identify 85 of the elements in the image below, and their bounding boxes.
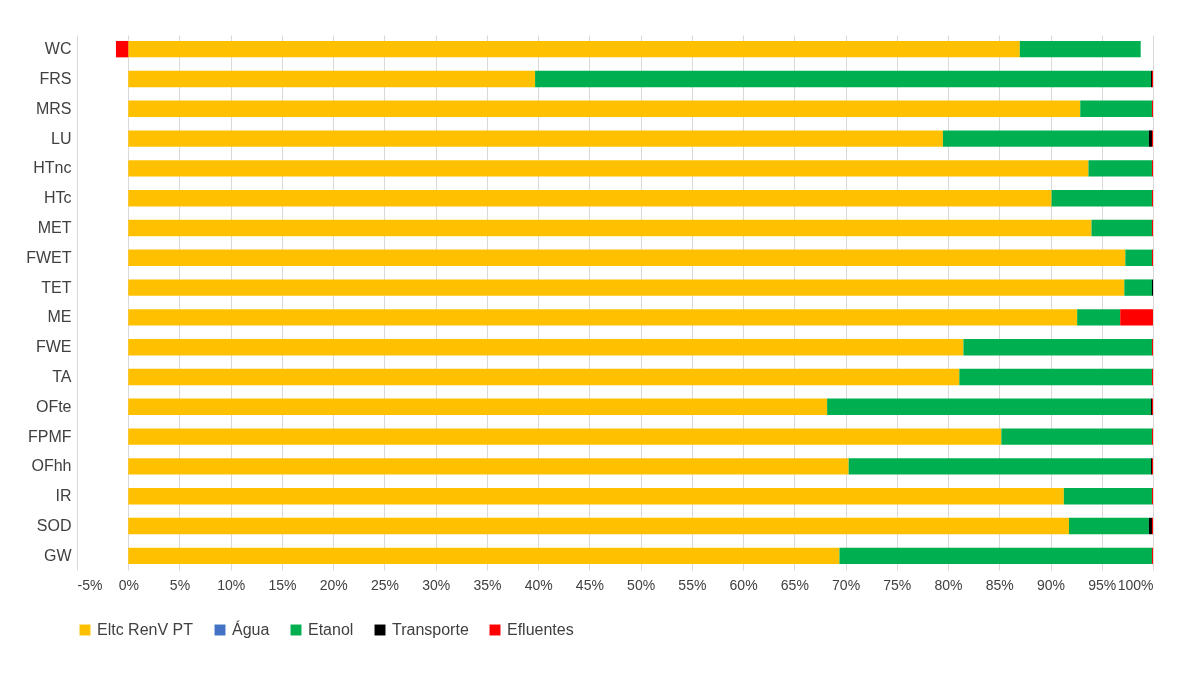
bar <box>1124 279 1152 296</box>
x-tick-label: 65% <box>780 576 809 593</box>
bar <box>1091 219 1152 237</box>
bar <box>128 339 964 356</box>
x-tick-label: 15% <box>268 576 297 593</box>
x-tick-label: 30% <box>422 576 451 593</box>
x-tick-label: 80% <box>934 576 963 593</box>
x-tick-label: 35% <box>473 576 502 593</box>
bar <box>128 517 1069 535</box>
bar <box>128 458 849 475</box>
y-tick-label: OFhh <box>31 457 72 475</box>
x-tick-label: 50% <box>627 576 656 593</box>
bar <box>128 219 1092 237</box>
y-tick-label: IR <box>55 487 72 505</box>
bar <box>128 547 840 565</box>
y-tick-label: GW <box>43 546 73 564</box>
y-tick-label: TET <box>41 278 72 296</box>
legend-label: Eltc RenV PT <box>97 621 194 638</box>
x-tick-label: 5% <box>169 576 191 593</box>
bar <box>128 130 943 147</box>
x-tick-label: 40% <box>524 576 553 593</box>
bar <box>839 547 1152 565</box>
bar <box>128 100 1081 117</box>
x-tick-label: 85% <box>985 576 1014 593</box>
y-tick-label: WC <box>44 40 72 58</box>
bar <box>1019 40 1141 58</box>
bar <box>1077 309 1121 326</box>
bar <box>128 249 1126 266</box>
x-tick-label: 45% <box>575 576 604 593</box>
y-tick-label: OFte <box>35 397 72 415</box>
y-tick-label: FWET <box>26 248 72 266</box>
y-tick-label: FPMF <box>27 427 72 445</box>
y-tick-label: FWE <box>35 338 72 356</box>
bar <box>128 70 536 88</box>
y-tick-label: MRS <box>35 99 72 117</box>
x-tick-label: 20% <box>319 576 348 593</box>
x-tick-label: 60% <box>729 576 758 593</box>
bar <box>128 428 1002 445</box>
legend-label: Efluentes <box>507 621 574 638</box>
y-tick-label: SOD <box>36 517 72 535</box>
y-tick-label: HTc <box>43 189 72 207</box>
bar <box>128 189 1052 207</box>
bar <box>1001 428 1152 445</box>
bar <box>827 398 1151 416</box>
legend-label: Etanol <box>308 621 354 638</box>
x-tick-label: 25% <box>370 576 399 593</box>
x-tick-label: 70% <box>832 576 861 593</box>
y-tick-label: LU <box>51 129 72 147</box>
bar <box>848 458 1151 475</box>
y-tick-label: HTnc <box>33 159 72 177</box>
bar <box>128 160 1089 177</box>
y-tick-label: TA <box>52 368 72 386</box>
x-tick-label: -5% <box>77 576 103 593</box>
y-tick-label: FRS <box>39 69 72 87</box>
bar <box>115 40 129 58</box>
bar <box>1125 249 1152 266</box>
bar <box>1120 309 1153 326</box>
x-tick-label: 90% <box>1037 576 1066 593</box>
bar <box>1080 100 1152 117</box>
x-tick-label: 100% <box>1117 576 1154 593</box>
x-tick-label: 75% <box>883 576 912 593</box>
bar <box>1051 189 1152 207</box>
bar <box>128 279 1125 296</box>
bar <box>128 398 828 416</box>
y-tick-label: MET <box>37 218 72 236</box>
bar <box>128 309 1078 326</box>
bar <box>535 70 1151 88</box>
bar <box>128 488 1064 505</box>
x-tick-label: 10% <box>217 576 246 593</box>
legend-label: Transporte <box>392 621 469 638</box>
bar <box>942 130 1149 147</box>
bar <box>128 368 960 386</box>
bar <box>1063 488 1152 505</box>
x-tick-label: 95% <box>1088 576 1117 593</box>
y-tick-label: ME <box>47 308 72 326</box>
bar <box>1068 517 1149 535</box>
bar <box>128 40 1020 58</box>
x-tick-label: 0% <box>118 576 139 593</box>
bar <box>1088 160 1152 177</box>
x-tick-label: 55% <box>678 576 707 593</box>
bar <box>1148 130 1152 147</box>
legend-label: Água <box>232 620 270 638</box>
bar <box>1148 517 1152 535</box>
bar <box>959 368 1152 386</box>
bar <box>963 339 1152 356</box>
